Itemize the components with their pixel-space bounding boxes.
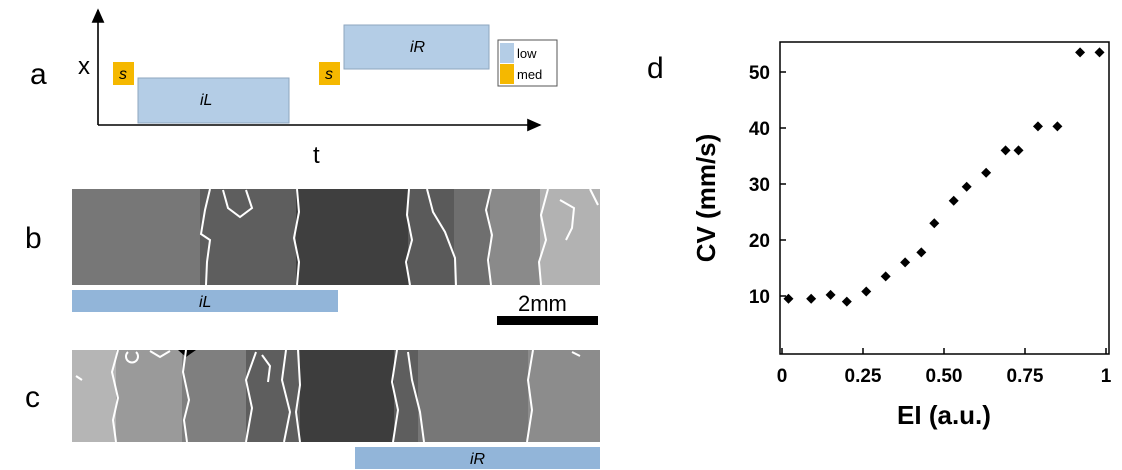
iL-pulse-label: iL (200, 92, 212, 109)
iL-bar-label: iL (199, 294, 211, 311)
panel-c-letter: c (25, 381, 40, 414)
stimulus-right-box (319, 62, 340, 85)
data-point (1075, 47, 1086, 58)
data-point (1013, 145, 1024, 156)
y-tick-label: 30 (749, 175, 770, 196)
plot-frame (779, 41, 1110, 355)
schematic-t-label: t (313, 142, 320, 169)
iR-pulse-box (343, 24, 490, 70)
iL-pulse-box (137, 77, 290, 124)
data-point (841, 296, 852, 307)
legend-label-low: low (517, 46, 537, 61)
data-point (1000, 145, 1011, 156)
y-tick-label: 50 (749, 63, 770, 84)
stimulus-left-label: s (119, 66, 127, 83)
x-tick-label: 0.50 (926, 366, 963, 387)
iR-bar (355, 447, 600, 469)
data-point (961, 181, 972, 192)
activation-map-c (72, 349, 600, 443)
y-axis-title: CV (mm/s) (691, 134, 721, 263)
iR-pulse-label: iR (410, 39, 426, 56)
data-point (981, 167, 992, 178)
panel-d-letter: d (647, 52, 664, 85)
data-point (948, 195, 959, 206)
data-point (1094, 47, 1105, 58)
data-point (900, 257, 911, 268)
activation-map-b (72, 188, 600, 286)
legend-swatch-med (500, 64, 514, 84)
stimulus-left-box (113, 62, 134, 85)
y-tick-label: 20 (749, 231, 770, 252)
x-tick-label: 0.25 (845, 366, 882, 387)
data-point (1032, 121, 1043, 132)
legend-swatch-low (500, 43, 514, 63)
schematic-legend: low med (497, 39, 558, 87)
data-point (929, 218, 940, 229)
scale-bar-label: 2mm (518, 291, 567, 316)
data-point (861, 286, 872, 297)
x-axis-ticks: 0 0.25 0.50 0.75 1 (777, 348, 1112, 387)
x-tick-label: 0.75 (1007, 366, 1044, 387)
data-point (825, 289, 836, 300)
panel-a: a x t s iL s iR low med (30, 8, 558, 169)
panel-b: b iL 2mm (25, 188, 600, 325)
iR-bar-label: iR (470, 451, 486, 468)
data-point (806, 293, 817, 304)
data-point (1052, 121, 1063, 132)
x-tick-label: 1 (1101, 366, 1112, 387)
data-point (880, 271, 891, 282)
panel-c: c iR (25, 349, 600, 469)
panel-b-letter: b (25, 222, 42, 255)
panel-d: d 0 0.25 0.50 0.75 1 10 20 30 40 50 EI (a.u.) CV… (647, 41, 1112, 430)
y-axis-ticks: 10 20 30 40 50 (749, 63, 786, 308)
y-tick-label: 40 (749, 119, 770, 140)
data-points (783, 47, 1105, 307)
panel-a-letter: a (30, 58, 47, 91)
iL-bar (72, 290, 338, 312)
x-axis-title: EI (a.u.) (897, 400, 991, 430)
schematic-x-label: x (78, 53, 90, 80)
data-point (783, 293, 794, 304)
data-point (916, 247, 927, 258)
x-tick-label: 0 (777, 366, 788, 387)
scale-bar (497, 316, 598, 325)
stimulus-right-label: s (325, 66, 333, 83)
cv-scatter-chart: 0 0.25 0.50 0.75 1 10 20 30 40 50 EI (a.u.) CV (… (691, 41, 1112, 430)
legend-label-med: med (517, 67, 542, 82)
y-tick-label: 10 (749, 287, 770, 308)
